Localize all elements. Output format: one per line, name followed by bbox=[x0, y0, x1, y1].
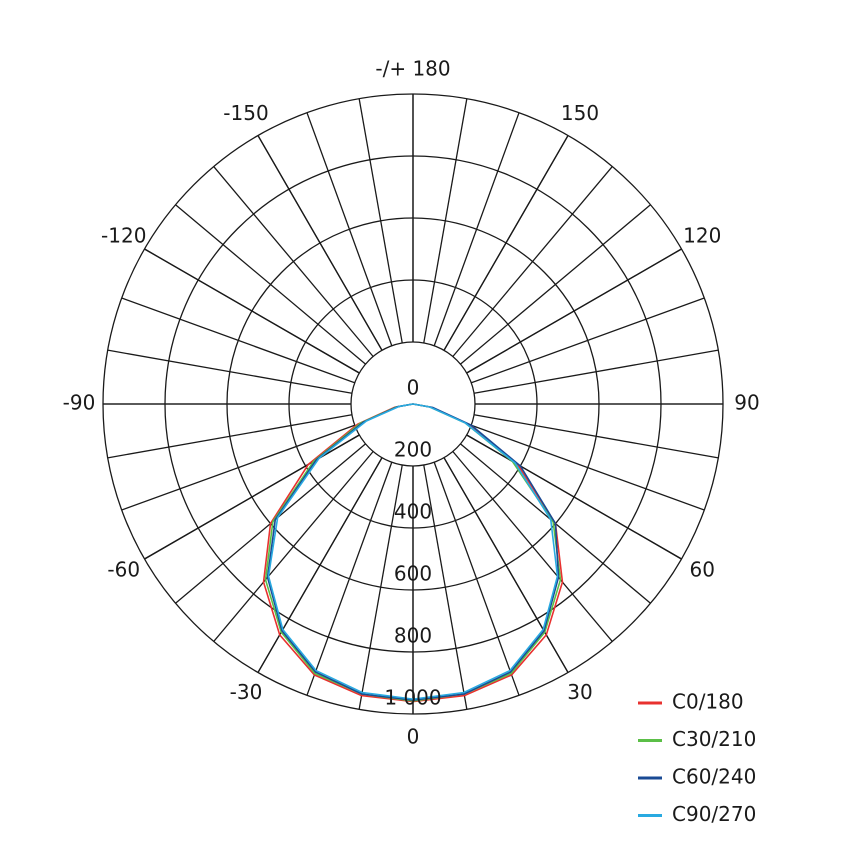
legend-label: C0/180 bbox=[672, 690, 744, 714]
angle-tick-label: 120 bbox=[683, 224, 721, 248]
legend-label: C30/210 bbox=[672, 727, 756, 751]
radial-tick-label: 800 bbox=[394, 624, 432, 648]
ring-grid-line bbox=[226, 217, 600, 591]
ring-grid-line bbox=[102, 93, 724, 715]
radial-tick-label: 0 bbox=[407, 376, 420, 400]
series-line bbox=[267, 403, 559, 700]
angle-tick-label: 60 bbox=[690, 558, 715, 582]
angle-tick-label: 150 bbox=[561, 101, 599, 125]
radial-tick-label: 1 000 bbox=[384, 686, 441, 710]
ring-grid-line bbox=[164, 155, 662, 653]
legend-label: C90/270 bbox=[672, 802, 756, 826]
angle-tick-label: 90 bbox=[734, 391, 759, 415]
legend-label: C60/240 bbox=[672, 765, 756, 789]
angle-tick-label: -120 bbox=[101, 224, 146, 248]
angle-tick-label: 0 bbox=[407, 725, 420, 749]
angle-tick-label: -/+ 180 bbox=[375, 57, 450, 81]
radial-tick-label: 400 bbox=[394, 500, 432, 524]
ring-grid-line bbox=[288, 279, 538, 529]
angle-tick-label: -150 bbox=[223, 101, 268, 125]
angle-tick-label: -90 bbox=[63, 391, 96, 415]
series-line bbox=[266, 403, 560, 701]
radial-tick-label: 600 bbox=[394, 562, 432, 586]
angle-tick-label: -30 bbox=[230, 680, 263, 704]
angle-tick-label: 30 bbox=[567, 680, 592, 704]
ring-grid-line bbox=[350, 341, 476, 467]
radial-tick-label: 200 bbox=[394, 438, 432, 462]
angle-tick-label: -60 bbox=[107, 558, 140, 582]
